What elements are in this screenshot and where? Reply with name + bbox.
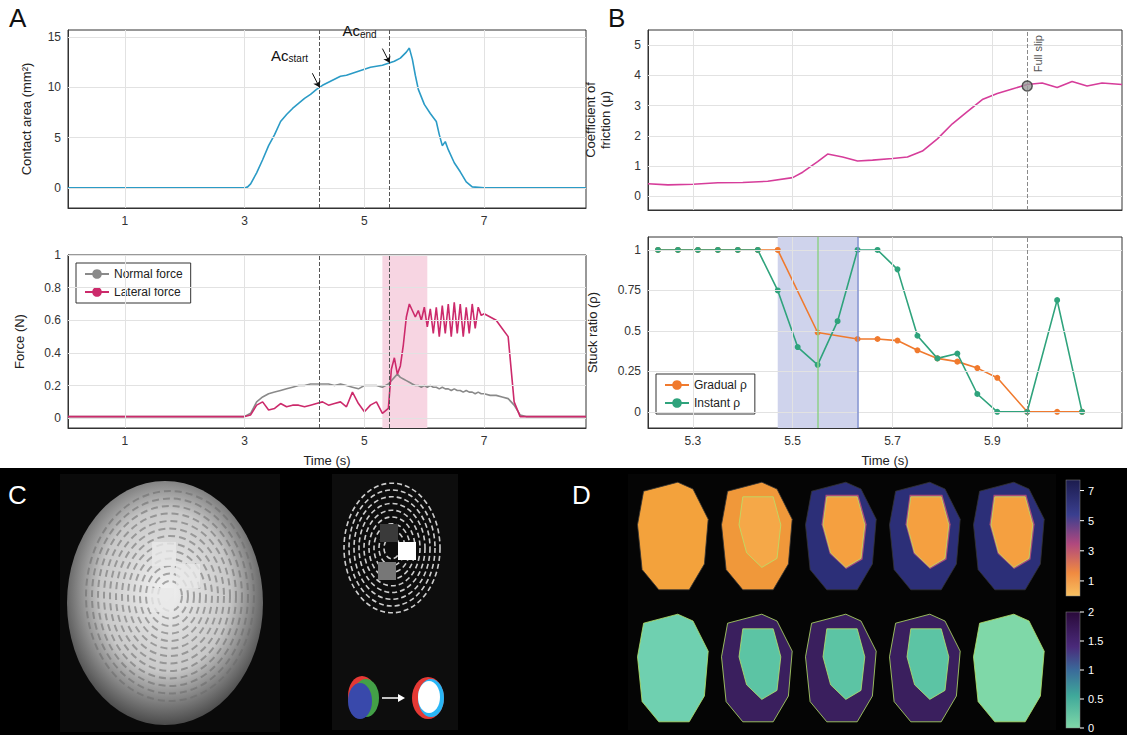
svg-text:1: 1 — [634, 243, 641, 257]
svg-text:1: 1 — [1088, 575, 1094, 587]
svg-text:1: 1 — [122, 434, 129, 448]
svg-text:Gradual ρ: Gradual ρ — [694, 378, 747, 392]
svg-text:0.8: 0.8 — [44, 281, 61, 295]
svg-text:Coefficient of: Coefficient of — [583, 82, 598, 158]
svg-text:Lateral force: Lateral force — [114, 285, 181, 299]
svg-text:5: 5 — [1088, 515, 1094, 527]
svg-text:Full slip: Full slip — [1032, 35, 1044, 72]
svg-text:1.5: 1.5 — [1088, 635, 1103, 647]
svg-text:A: A — [9, 3, 27, 33]
svg-text:5: 5 — [634, 38, 641, 52]
svg-text:Stuck ratio (ρ): Stuck ratio (ρ) — [585, 292, 600, 373]
svg-text:Contact area (mm²): Contact area (mm²) — [19, 63, 34, 176]
svg-text:2: 2 — [1088, 606, 1094, 618]
svg-text:0.75: 0.75 — [618, 283, 642, 297]
svg-text:7: 7 — [1088, 485, 1094, 497]
svg-text:7: 7 — [481, 214, 488, 228]
svg-text:0: 0 — [54, 181, 61, 195]
svg-text:2: 2 — [634, 129, 641, 143]
svg-text:0.5: 0.5 — [1088, 693, 1103, 705]
svg-text:3: 3 — [1088, 545, 1094, 557]
svg-text:Force (N): Force (N) — [12, 314, 27, 369]
svg-text:0: 0 — [54, 411, 61, 425]
svg-text:friction (μ): friction (μ) — [598, 91, 613, 149]
svg-text:0.25: 0.25 — [618, 364, 642, 378]
svg-text:7: 7 — [481, 434, 488, 448]
svg-text:1: 1 — [54, 248, 61, 262]
svg-text:Ac: Ac — [342, 22, 360, 39]
svg-text:4: 4 — [634, 68, 641, 82]
svg-text:Normal force: Normal force — [114, 267, 183, 281]
svg-text:3: 3 — [241, 434, 248, 448]
svg-text:3: 3 — [634, 99, 641, 113]
svg-text:5: 5 — [54, 131, 61, 145]
svg-text:0: 0 — [634, 405, 641, 419]
svg-text:1: 1 — [634, 159, 641, 173]
svg-text:C: C — [8, 480, 27, 510]
svg-text:1: 1 — [1088, 664, 1094, 676]
svg-text:0.6: 0.6 — [44, 313, 61, 327]
svg-text:end: end — [360, 29, 377, 40]
svg-text:1: 1 — [122, 214, 129, 228]
svg-text:5: 5 — [361, 434, 368, 448]
svg-text:5.9: 5.9 — [984, 434, 1001, 448]
svg-text:5.5: 5.5 — [784, 434, 801, 448]
svg-text:0: 0 — [1088, 722, 1094, 734]
svg-text:0.2: 0.2 — [44, 379, 61, 393]
svg-text:10: 10 — [48, 80, 62, 94]
svg-text:Instant ρ: Instant ρ — [694, 396, 740, 410]
svg-text:15: 15 — [48, 30, 62, 44]
svg-text:5.7: 5.7 — [884, 434, 901, 448]
svg-text:B: B — [608, 3, 625, 33]
svg-text:start: start — [289, 53, 309, 64]
svg-text:Time (s): Time (s) — [861, 453, 908, 468]
svg-text:0.5: 0.5 — [624, 324, 641, 338]
svg-text:5: 5 — [361, 214, 368, 228]
svg-text:0.4: 0.4 — [44, 346, 61, 360]
svg-text:3: 3 — [241, 214, 248, 228]
svg-text:0: 0 — [634, 189, 641, 203]
svg-text:Time (s): Time (s) — [303, 453, 350, 468]
svg-text:Ac: Ac — [271, 47, 289, 64]
svg-text:D: D — [572, 480, 591, 510]
svg-text:5.3: 5.3 — [685, 434, 702, 448]
